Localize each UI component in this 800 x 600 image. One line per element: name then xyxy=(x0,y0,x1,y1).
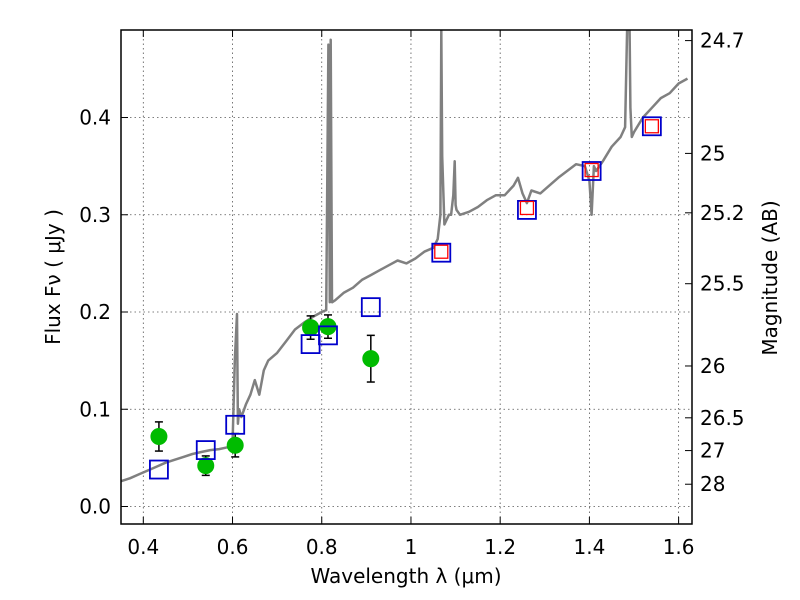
x-axis-title: Wavelength λ (μm) xyxy=(310,564,501,588)
observed-point xyxy=(302,319,320,337)
model-point xyxy=(318,325,338,346)
model-point xyxy=(360,297,381,318)
observed-point xyxy=(150,427,168,445)
x-tick-label: 1.4 xyxy=(573,535,605,559)
x-tick-label: 1.6 xyxy=(663,535,695,559)
x-tick-label: 0.4 xyxy=(127,535,159,559)
observed-point xyxy=(362,350,380,368)
y-axis-title: Flux Fν ( μJy ) xyxy=(41,209,65,345)
y-tick-label: 0.1 xyxy=(79,397,111,421)
plot-frame xyxy=(120,29,693,525)
model-point xyxy=(195,440,216,460)
y2-tick-label: 25 xyxy=(700,141,725,165)
model-point xyxy=(431,242,452,263)
observed-point xyxy=(226,436,244,454)
y2-tick-label: 26.5 xyxy=(700,406,745,430)
grid xyxy=(121,30,692,524)
y2-tick-label: 28 xyxy=(700,472,725,496)
model-point xyxy=(581,161,602,181)
y-tick-label: 0.2 xyxy=(79,300,111,324)
y2-axis-title: Magnitude (AB) xyxy=(758,200,782,355)
nir-model-point xyxy=(434,244,449,259)
plot-area xyxy=(121,30,689,483)
nir-model-point xyxy=(584,162,599,178)
y2-tick-label: 25.5 xyxy=(700,272,745,296)
y-tick-label: 0.4 xyxy=(79,106,111,130)
x-tick-label: 1.2 xyxy=(484,535,516,559)
model-point xyxy=(641,116,662,137)
y2-tick-label: 25.2 xyxy=(700,201,745,225)
y-tick-label: 0.0 xyxy=(79,494,111,518)
axes: 0.4 0.6 0.8 1 1.2 1.4 1.6 0.0 0.1 0.2 0.3 0.4 24.7 25… xyxy=(79,29,744,559)
x-tick-label: 0.8 xyxy=(306,535,338,559)
nir-model-point xyxy=(644,119,660,134)
nir-model-point xyxy=(519,200,535,216)
spectrum-line xyxy=(121,30,689,483)
y2-tick-label: 27 xyxy=(700,439,725,463)
model-point xyxy=(149,459,169,480)
observed-point xyxy=(197,457,215,475)
y-tick-label: 0.3 xyxy=(79,203,111,227)
model-point xyxy=(225,414,246,435)
x-tick-label: 0.6 xyxy=(217,535,249,559)
y2-tick-label: 26 xyxy=(700,354,725,378)
x-tick-label: 1 xyxy=(405,535,418,559)
y2-tick-label: 24.7 xyxy=(700,29,745,53)
